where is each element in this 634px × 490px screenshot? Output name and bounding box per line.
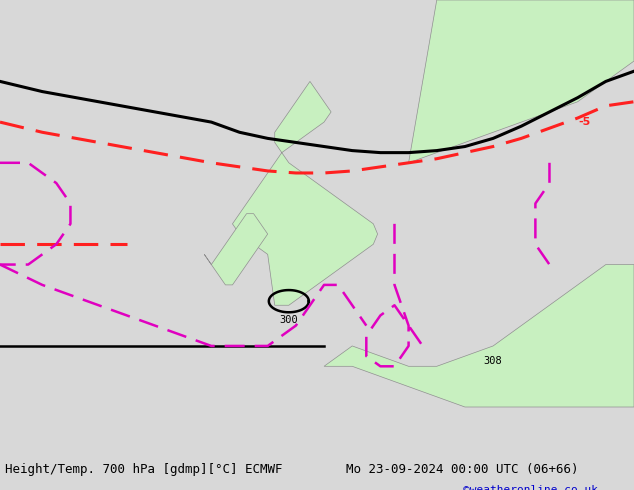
- Text: Mo 23-09-2024 00:00 UTC (06+66): Mo 23-09-2024 00:00 UTC (06+66): [346, 463, 578, 476]
- Text: ©weatheronline.co.uk: ©weatheronline.co.uk: [463, 485, 598, 490]
- Polygon shape: [204, 214, 268, 285]
- Text: 300: 300: [280, 315, 298, 325]
- Text: 308: 308: [484, 356, 503, 366]
- Polygon shape: [233, 81, 378, 305]
- Text: Height/Temp. 700 hPa [gdmp][°C] ECMWF: Height/Temp. 700 hPa [gdmp][°C] ECMWF: [5, 463, 283, 476]
- Text: -5: -5: [579, 117, 591, 127]
- Polygon shape: [408, 0, 634, 163]
- Polygon shape: [324, 265, 634, 407]
